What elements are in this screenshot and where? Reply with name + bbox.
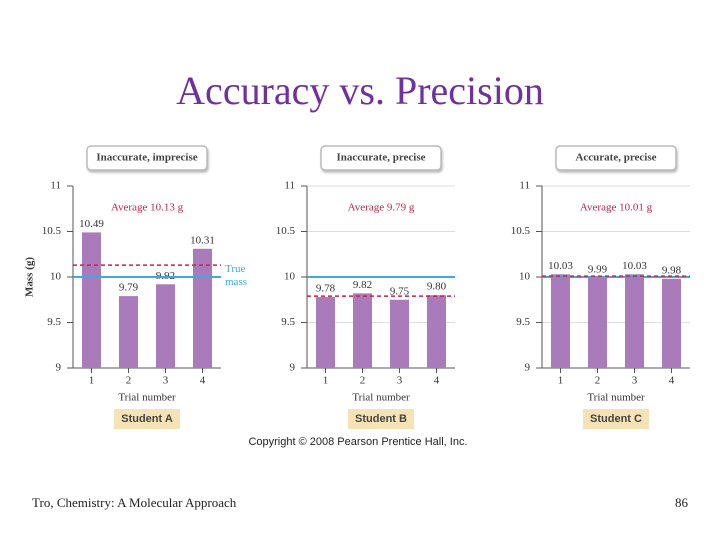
- y-tick-label: 9.5: [47, 316, 61, 328]
- y-tick-label: 9: [290, 362, 296, 374]
- x-tick-label: 4: [669, 375, 675, 387]
- footer: Tro, Chemistry: A Molecular Approach: [32, 495, 237, 510]
- value-label: 10.31: [190, 234, 215, 246]
- y-tick-label: 11: [50, 180, 61, 192]
- x-tick-label: 1: [323, 375, 329, 387]
- bar: [82, 232, 101, 368]
- value-label: 9.82: [353, 279, 372, 291]
- bar: [588, 277, 607, 368]
- average-label: Average 10.01 g: [580, 202, 653, 214]
- value-label: 9.75: [390, 285, 410, 297]
- x-tick-label: 4: [200, 375, 206, 387]
- y-tick-label: 9: [525, 362, 531, 374]
- x-axis-label: Trial number: [352, 392, 410, 404]
- panel-title: Accurate, precise: [575, 152, 656, 164]
- bar: [193, 248, 212, 368]
- y-tick-label: 11: [519, 180, 530, 192]
- y-tick-label: 10.5: [511, 225, 531, 237]
- x-tick-label: 1: [558, 375, 564, 387]
- x-tick-label: 1: [89, 375, 95, 387]
- panel-title-box: [86, 145, 208, 171]
- bar: [156, 284, 175, 368]
- x-tick-label: 3: [632, 375, 638, 387]
- student-label: Student B: [355, 413, 407, 425]
- value-label: 9.92: [156, 270, 175, 282]
- student-box: [348, 409, 414, 429]
- value-label: 9.79: [119, 282, 139, 294]
- y-tick-label: 9: [56, 362, 62, 374]
- y-tick-label: 10.5: [276, 225, 296, 237]
- panel-title-box: [555, 145, 677, 171]
- bar: [551, 274, 570, 368]
- y-tick-label: 10.5: [42, 225, 62, 237]
- copyright: Copyright © 2008 Pearson Prentice Hall, …: [248, 436, 467, 448]
- y-tick-label: 10: [284, 271, 296, 283]
- x-tick-label: 2: [595, 375, 601, 387]
- value-label: 9.78: [316, 283, 336, 295]
- x-tick-label: 4: [434, 375, 440, 387]
- panel-title-box: [320, 145, 442, 171]
- student-label: Student C: [590, 413, 642, 425]
- true-mass-label: True mass: [225, 263, 247, 288]
- x-tick-label: 3: [397, 375, 403, 387]
- panel-title: Inaccurate, precise: [337, 152, 426, 164]
- y-tick-label: 11: [284, 180, 295, 192]
- bar: [316, 297, 335, 368]
- y-tick-label: 9.5: [281, 316, 295, 328]
- value-label: 9.98: [662, 264, 682, 276]
- student-box: [583, 409, 649, 429]
- bar: [119, 296, 138, 368]
- x-tick-label: 3: [163, 375, 169, 387]
- y-axis-label: Mass (g): [24, 257, 36, 297]
- y-tick-label: 10: [519, 271, 531, 283]
- x-axis-label: Trial number: [587, 392, 645, 404]
- bar: [427, 295, 446, 368]
- value-label: 10.03: [548, 260, 573, 272]
- value-label: 10.03: [622, 260, 647, 272]
- value-label: 9.80: [427, 281, 447, 293]
- value-label: 9.99: [588, 263, 608, 275]
- bar: [390, 299, 409, 368]
- student-label: Student A: [121, 413, 173, 425]
- page-number: 86: [675, 495, 689, 510]
- value-label: 10.49: [79, 218, 104, 230]
- student-box: [114, 409, 180, 429]
- x-tick-label: 2: [126, 375, 132, 387]
- y-tick-label: 10: [50, 271, 62, 283]
- average-label: Average 9.79 g: [348, 202, 415, 214]
- bar: [625, 274, 644, 368]
- panel-title: Inaccurate, imprecise: [96, 152, 197, 164]
- bar: [662, 278, 681, 368]
- y-tick-label: 9.5: [516, 316, 530, 328]
- slide-title: Accuracy vs. Precision: [176, 68, 544, 113]
- bar: [353, 293, 372, 368]
- x-tick-label: 2: [360, 375, 366, 387]
- average-label: Average 10.13 g: [111, 202, 184, 214]
- x-axis-label: Trial number: [118, 392, 176, 404]
